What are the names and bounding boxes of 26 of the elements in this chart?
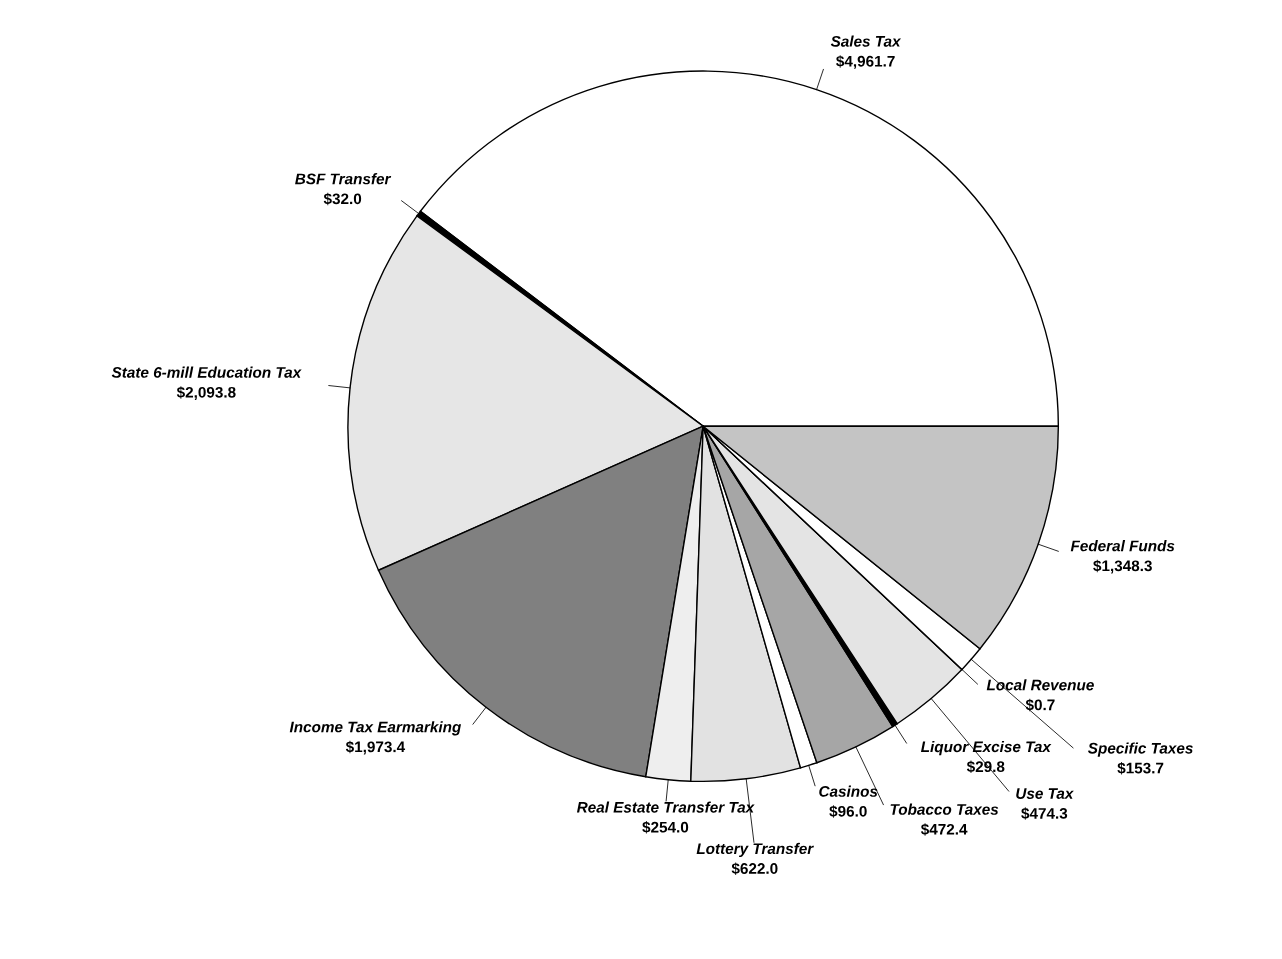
slice-label: Liquor Excise Tax: [920, 740, 1052, 756]
slice-label: BSF Transfer: [295, 173, 392, 185]
data-label: $2,093.8: [176, 386, 236, 400]
slice-label: Real Estate Transfer Tax: [576, 801, 755, 813]
data-label: $29.8: [966, 760, 1005, 774]
data-label: $474.3: [1021, 807, 1068, 820]
slice-label: Casinos: [819, 785, 878, 797]
slice-label: Income Tax Earmarking: [289, 721, 462, 736]
data-label: $96.0: [829, 805, 867, 818]
slice-label: Lottery Transfer: [696, 842, 814, 858]
data-label: $472.4: [920, 823, 968, 836]
data-label: $622.0: [731, 862, 778, 875]
slice-label: Sales Tax: [830, 35, 902, 47]
data-label: $153.7: [1117, 762, 1164, 775]
slice-label: Specific Taxes: [1087, 742, 1193, 757]
data-label: $254.0: [642, 821, 689, 834]
slice-label: Federal Funds: [1070, 540, 1175, 552]
data-label: $1,348.3: [1093, 559, 1152, 574]
slice-label: State 6-mill Education Tax: [111, 366, 302, 378]
data-label: $4,961.7: [836, 55, 895, 69]
data-label: $0.7: [1025, 698, 1055, 712]
slice-label: Tobacco Taxes: [890, 803, 999, 815]
data-label: $1,973.4: [345, 740, 406, 755]
data-label: $32.0: [323, 192, 362, 206]
slice-label: Local Revenue: [986, 679, 1094, 691]
slice-label: Use Tax: [1016, 788, 1074, 799]
